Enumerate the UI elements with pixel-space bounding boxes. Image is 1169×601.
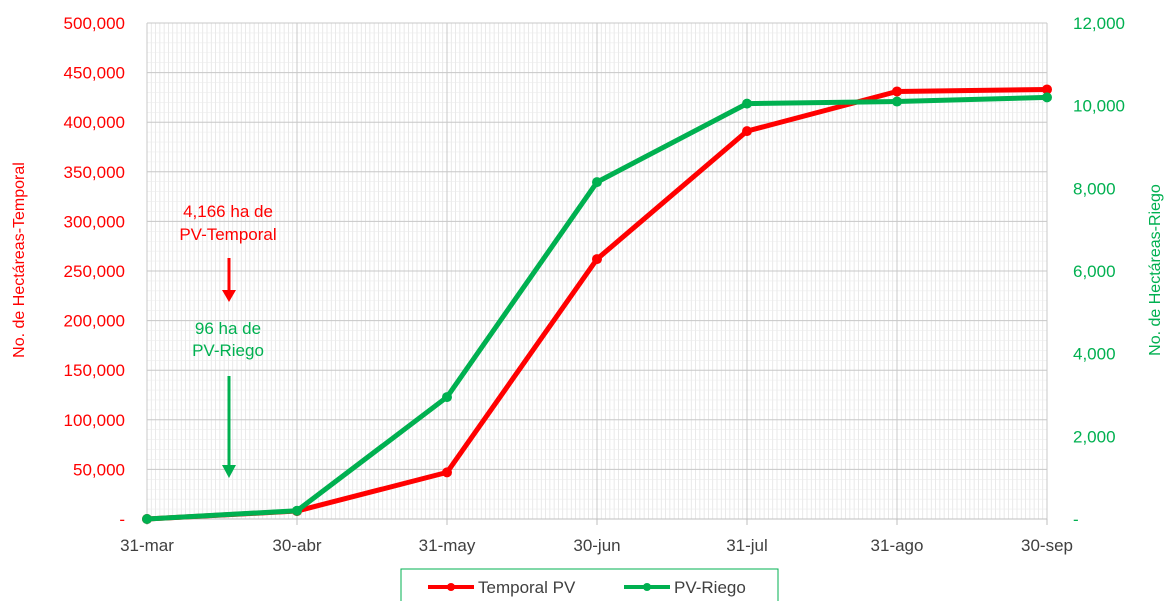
- y-right-tick-label: 12,000: [1073, 14, 1125, 33]
- x-tick-label: 31-may: [419, 536, 476, 555]
- legend-label-temporal: Temporal PV: [478, 578, 576, 597]
- data-point-temporal-pv: [442, 467, 452, 478]
- x-tick-label: 31-jul: [726, 536, 768, 555]
- y-left-axis-title: No. de Hectáreas-Temporal: [11, 162, 28, 358]
- legend-marker-temporal: [447, 583, 455, 591]
- y-left-tick-label: 200,000: [64, 312, 125, 331]
- annotation-temporal-line-1: 4,166 ha de: [183, 202, 273, 221]
- y-right-tick-label: -: [1073, 510, 1079, 529]
- legend-label-riego: PV-Riego: [674, 578, 746, 597]
- y-left-tick-label: 150,000: [64, 361, 125, 380]
- annotation-riego-arrowhead: [222, 465, 236, 478]
- annotation-riego-line-2: PV-Riego: [192, 341, 264, 360]
- y-right-tick-label: 2,000: [1073, 427, 1116, 446]
- x-tick-label: 30-sep: [1021, 536, 1073, 555]
- x-axis: 31-mar 30-abr 31-may 30-jun 31-jul 31-ago 30-s…: [120, 518, 1073, 555]
- y-left-tick-label: 250,000: [64, 262, 125, 281]
- series-layer: [142, 84, 1052, 524]
- data-point-pv-riego: [1042, 92, 1052, 103]
- y-right-axis-title: No. de Hectáreas-Riego: [1147, 184, 1164, 356]
- data-point-temporal-pv: [742, 126, 752, 137]
- annotation-riego: 96 ha de PV-Riego: [192, 319, 264, 478]
- annotation-temporal-arrowhead: [222, 290, 236, 302]
- y-left-tick-label: 100,000: [64, 411, 125, 430]
- data-point-pv-riego: [892, 96, 902, 107]
- data-point-temporal-pv: [1042, 84, 1052, 95]
- y-left-tick-label: 350,000: [64, 163, 125, 182]
- data-point-pv-riego: [442, 392, 452, 403]
- y-right-tick-label: 4,000: [1073, 345, 1116, 364]
- y-left-tick-label: 400,000: [64, 113, 125, 132]
- y-left-tick-label: 450,000: [64, 64, 125, 83]
- annotation-riego-line-1: 96 ha de: [195, 319, 261, 338]
- right-axis: - 2,000 4,000 6,000 8,000 10,000 12,000: [1073, 14, 1125, 529]
- legend: Temporal PV PV-Riego: [400, 568, 779, 601]
- annotation-temporal: 4,166 ha de PV-Temporal: [179, 202, 277, 302]
- y-left-tick-label: 50,000: [73, 460, 125, 479]
- y-right-tick-label: 10,000: [1073, 97, 1125, 116]
- x-tick-label: 30-jun: [573, 536, 620, 555]
- x-tick-label: 31-mar: [120, 536, 174, 555]
- data-point-pv-riego: [742, 98, 752, 109]
- data-point-pv-riego: [592, 177, 602, 188]
- data-point-pv-riego: [142, 514, 152, 524]
- data-point-pv-riego: [292, 505, 302, 516]
- y-left-tick-label: -: [119, 510, 125, 529]
- annotation-temporal-line-2: PV-Temporal: [179, 225, 276, 244]
- x-tick-label: 31-ago: [871, 536, 924, 555]
- left-axis: - 50,000 100,000 150,000 200,000 250,000 300,0…: [64, 14, 125, 529]
- y-left-tick-label: 500,000: [64, 14, 125, 33]
- legend-marker-riego: [643, 583, 651, 591]
- plot-grid: [146, 22, 1048, 520]
- x-tick-label: 30-abr: [272, 536, 321, 555]
- data-point-temporal-pv: [892, 86, 902, 97]
- data-point-temporal-pv: [592, 254, 602, 265]
- y-left-tick-label: 300,000: [64, 212, 125, 231]
- y-right-tick-label: 8,000: [1073, 179, 1116, 198]
- y-right-tick-label: 6,000: [1073, 262, 1116, 281]
